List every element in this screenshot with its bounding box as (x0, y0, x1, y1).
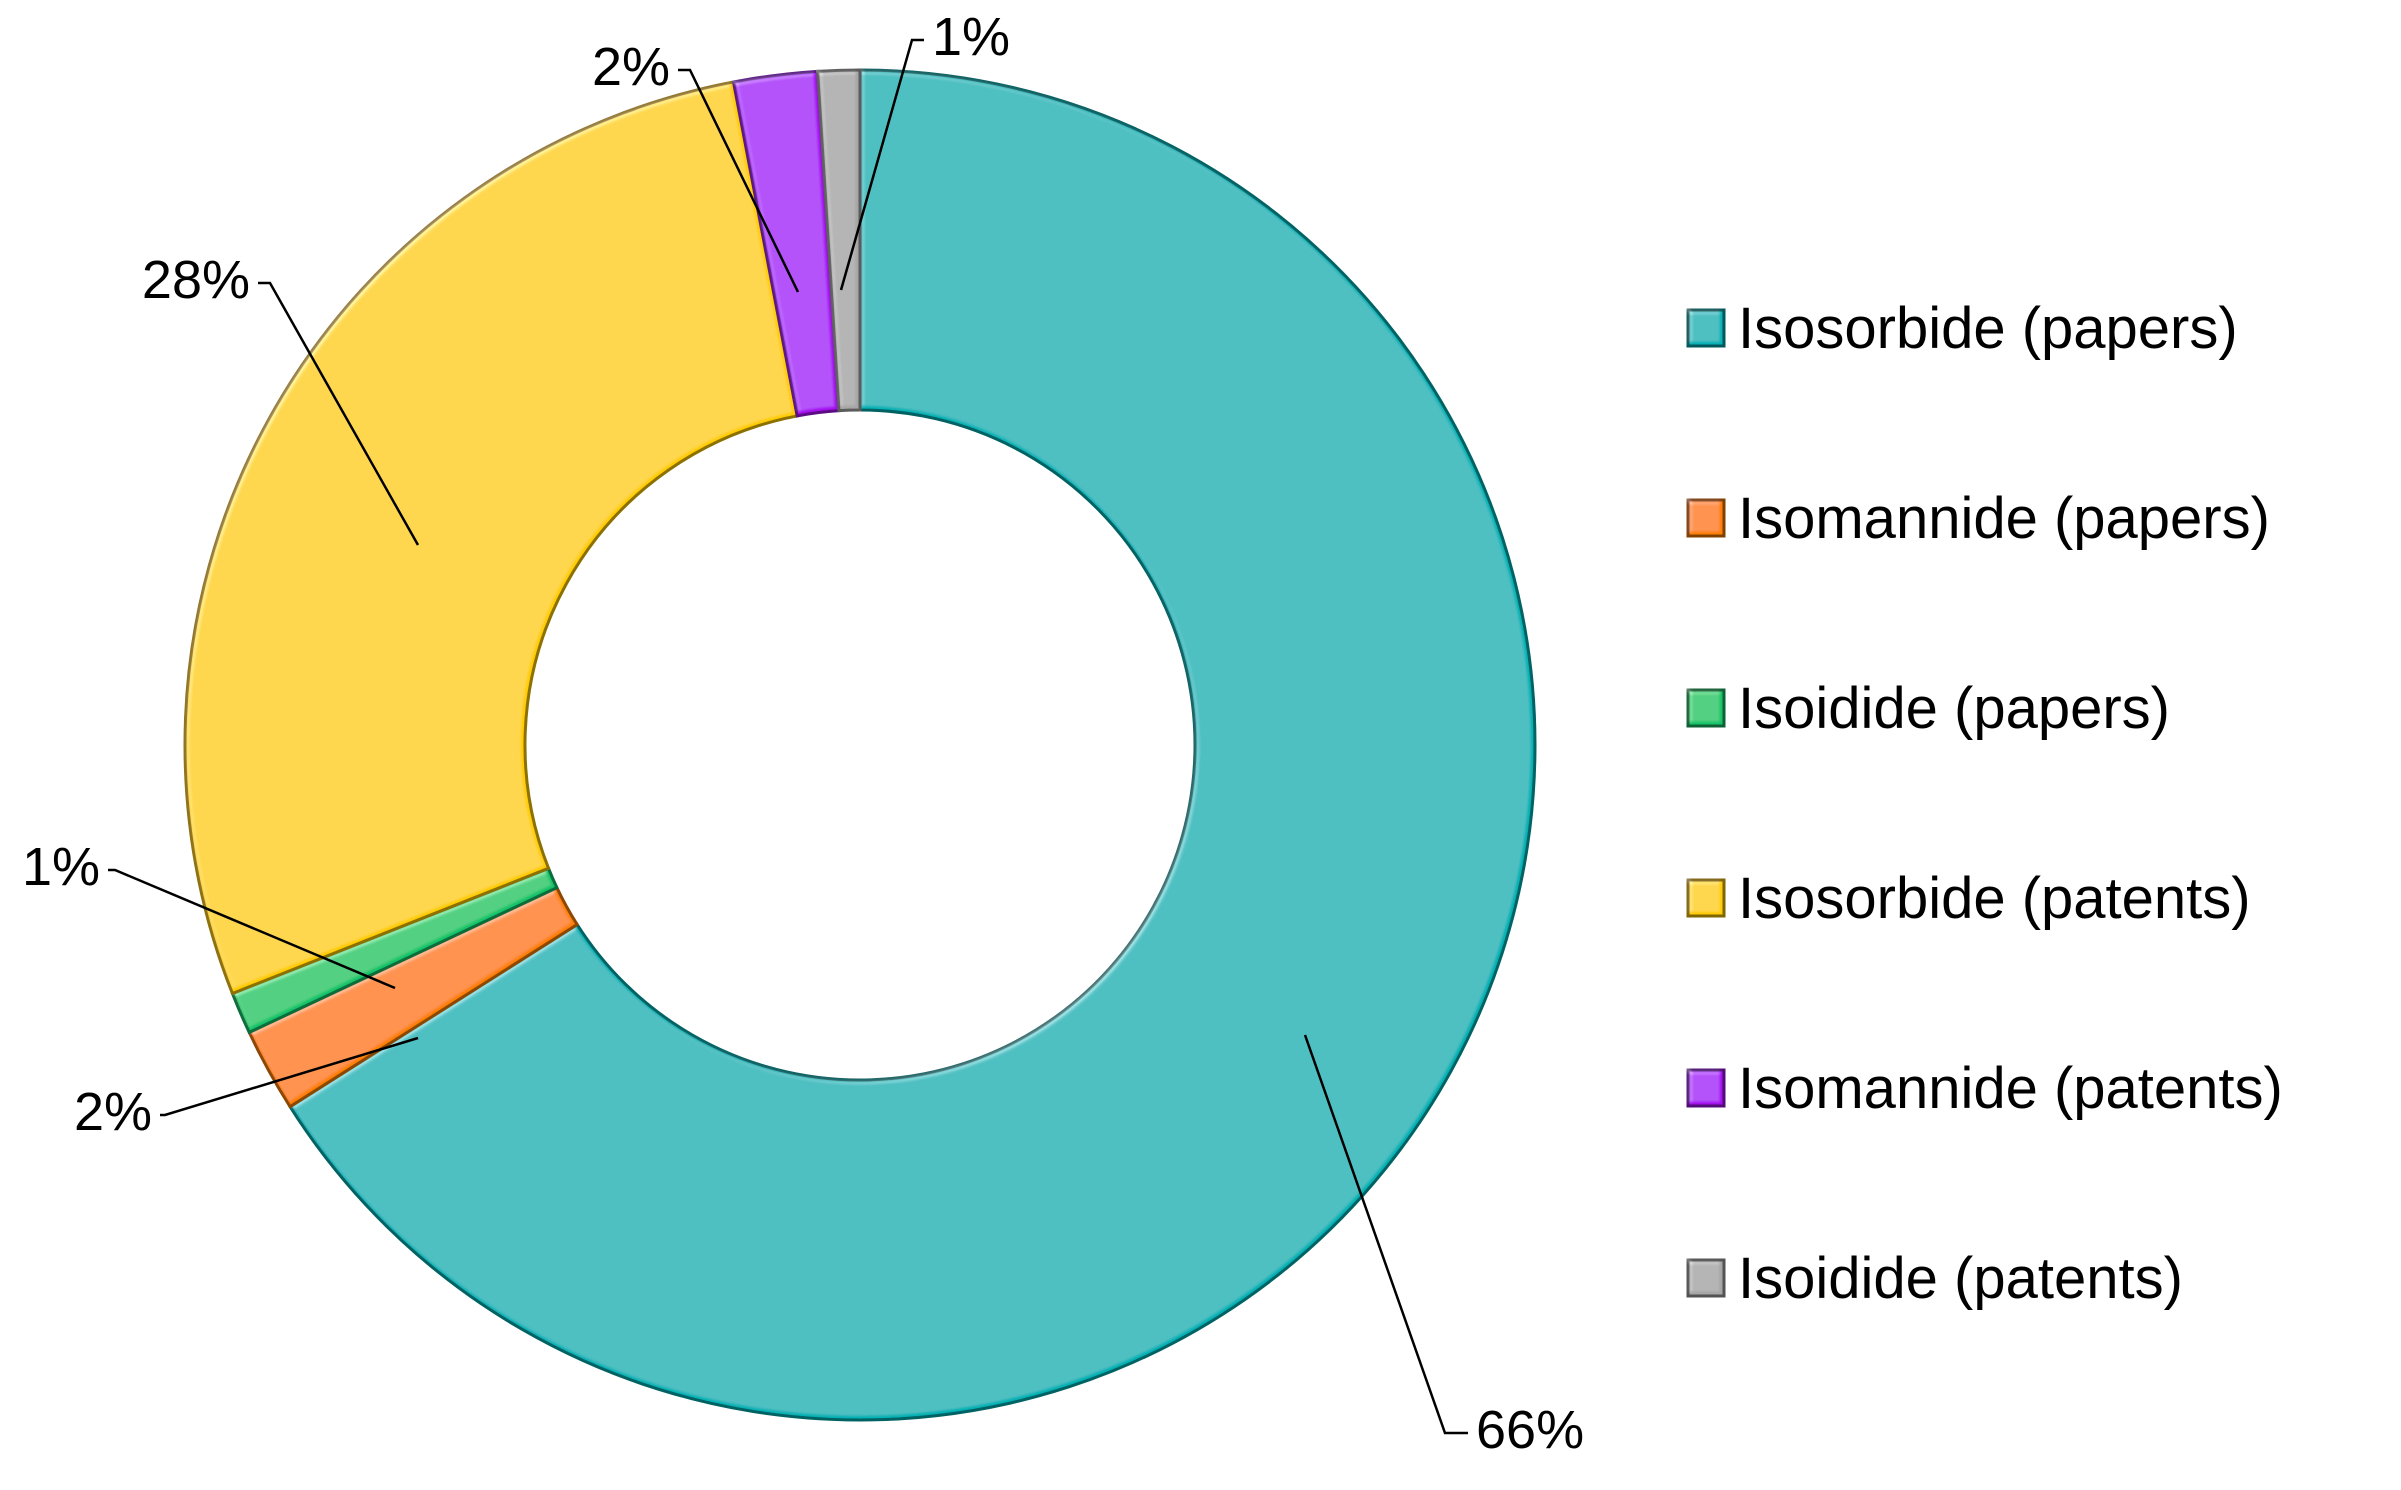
data-label-isoidide-papers: 1% (22, 837, 100, 897)
legend-label-isomannide-papers: Isomannide (papers) (1738, 486, 2270, 551)
legend-label-isosorbide-patents: Isosorbide (patents) (1738, 866, 2251, 931)
leader-line-isoidide-papers (108, 868, 396, 990)
slice-isoidide-patents (816, 68, 862, 413)
legend-item-isosorbide-patents: Isosorbide (patents) (1686, 866, 2251, 931)
legend-swatch-isoidide-papers (1686, 688, 1726, 728)
legend-item-isomannide-patents: Isomannide (patents) (1686, 1056, 2283, 1121)
legend-swatch-isomannide-patents (1686, 1068, 1726, 1108)
data-label-isoidide-patents: 1% (932, 7, 1010, 67)
legend-swatch-isoidide-patents (1686, 1258, 1726, 1298)
donut-slices (183, 68, 1537, 1422)
data-label-isomannide-patents: 2% (592, 37, 670, 97)
leader-line-isoidide-patents (839, 38, 924, 291)
legend-label-isoidide-patents: Isoidide (patents) (1738, 1246, 2183, 1311)
leader-line-isosorbide-patents (258, 281, 420, 546)
legend-label-isomannide-patents: Isomannide (patents) (1738, 1056, 2283, 1121)
legend-item-isosorbide-papers: Isosorbide (papers) (1686, 296, 2238, 361)
data-label-isosorbide-patents: 28% (142, 250, 250, 310)
percent-labels: 66% 2% 1% 28% 2% 1% (22, 7, 1584, 1460)
slice-isosorbide-papers (288, 68, 1537, 1422)
legend-swatch-isosorbide-patents (1686, 878, 1726, 918)
legend-label-isoidide-papers: Isoidide (papers) (1738, 676, 2170, 741)
legend-label-isosorbide-papers: Isosorbide (papers) (1738, 296, 2238, 361)
legend-item-isoidide-patents: Isoidide (patents) (1686, 1246, 2183, 1311)
leader-line-isosorbide-papers (1303, 1034, 1468, 1435)
legend-swatch-isosorbide-papers (1686, 308, 1726, 348)
data-label-isosorbide-papers: 66% (1476, 1400, 1584, 1460)
slice-isosorbide-patents (183, 80, 799, 996)
legend: Isosorbide (papers) Isomannide (papers) Is… (1686, 296, 2283, 1311)
data-label-isomannide-papers: 2% (74, 1082, 152, 1142)
legend-swatch-isomannide-papers (1686, 498, 1726, 538)
legend-item-isomannide-papers: Isomannide (papers) (1686, 486, 2270, 551)
leader-line-isomannide-papers (160, 1036, 419, 1117)
leader-line-isomannide-patents (678, 68, 800, 293)
legend-item-isoidide-papers: Isoidide (papers) (1686, 676, 2170, 741)
